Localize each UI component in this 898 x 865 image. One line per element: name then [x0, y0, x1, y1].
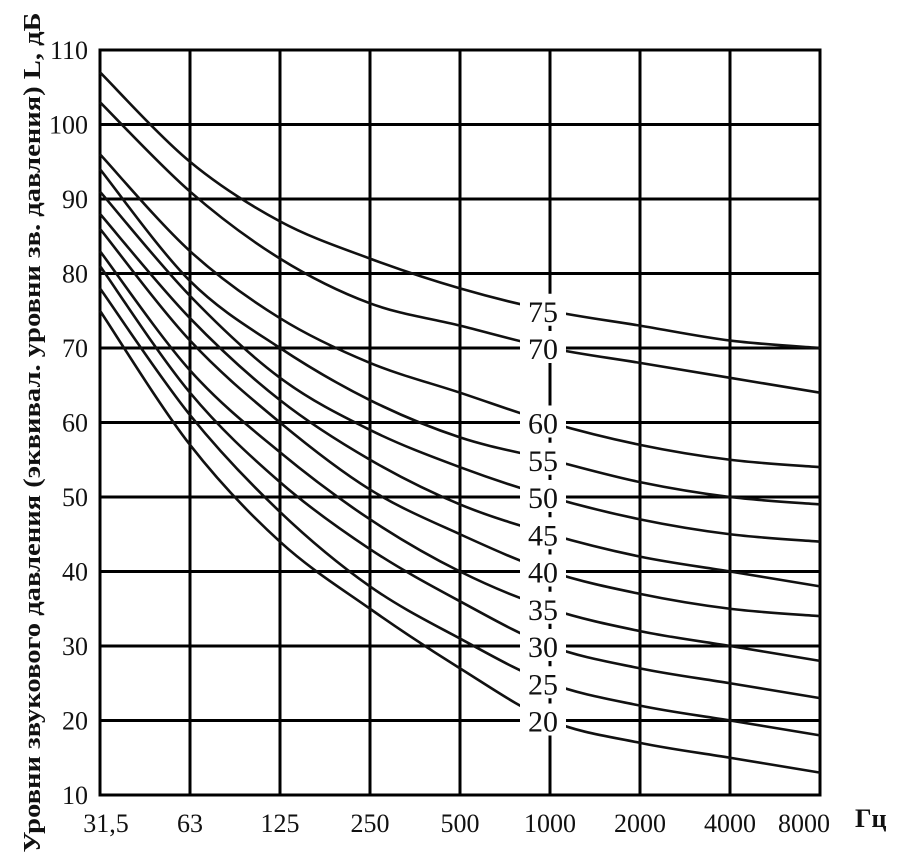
y-tick-label: 60 — [62, 409, 88, 438]
curve-45 — [99, 213, 821, 588]
x-axis-unit-label: Гц — [855, 804, 887, 833]
curve-label-bg — [520, 517, 566, 550]
x-tick-label: 125 — [261, 809, 300, 838]
y-tick-label: 80 — [62, 260, 88, 289]
curve-label-bg — [520, 591, 566, 624]
y-tick-label: 90 — [62, 185, 88, 214]
curve-label-25: 25 — [528, 668, 558, 701]
y-tick-label: 50 — [62, 483, 88, 512]
curve-label-bg — [520, 480, 566, 512]
curve-label-bg — [520, 331, 566, 363]
curve-label-20: 20 — [528, 706, 558, 739]
y-axis-label: Уровни звукового давления (эквивал. уров… — [20, 12, 46, 852]
y-tick-label: 40 — [62, 558, 88, 587]
x-tick-label: 2000 — [614, 809, 666, 838]
curve-25 — [98, 287, 821, 737]
curve-label-bg — [520, 293, 566, 326]
curve-label-40: 40 — [528, 557, 558, 590]
x-tick-label: 1000 — [524, 809, 576, 838]
plot-frame — [98, 48, 822, 797]
grid — [98, 48, 822, 797]
curves — [98, 71, 821, 774]
y-tick-label: 100 — [49, 111, 88, 140]
curve-20 — [98, 310, 821, 774]
curve-label-bg — [520, 629, 566, 661]
curve-label-30: 30 — [528, 631, 558, 664]
x-tick-label: 250 — [351, 809, 390, 838]
curve-label-45: 45 — [528, 519, 558, 552]
x-tick-label: 31,5 — [83, 809, 129, 838]
curve-labels: 75 70 60 55 50 45 40 35 30 25 20 — [520, 293, 566, 739]
x-tick-label: 8000 — [778, 809, 830, 838]
curve-label-70: 70 — [528, 333, 558, 366]
y-tick-label: 30 — [62, 632, 88, 661]
y-tick-label: 10 — [62, 781, 88, 810]
curve-label-50: 50 — [528, 482, 558, 515]
y-tick-label: 20 — [62, 707, 88, 736]
y-tick-labels: 10 20 30 40 50 60 70 80 90 100 110 — [49, 36, 88, 810]
curve-label-60: 60 — [528, 408, 558, 441]
curve-label-bg — [520, 703, 566, 736]
curve-40 — [98, 227, 821, 618]
curve-label-55: 55 — [528, 445, 558, 478]
x-tick-label: 63 — [177, 809, 203, 838]
curve-label-35: 35 — [528, 594, 558, 627]
curve-label-75: 75 — [528, 296, 558, 329]
curve-50 — [99, 190, 821, 543]
curve-60 — [99, 153, 821, 469]
x-tick-labels: 31,5 63 125 250 500 1000 2000 4000 8000 — [83, 809, 830, 838]
y-tick-label: 70 — [62, 334, 88, 363]
curve-label-bg — [520, 554, 566, 587]
curve-55 — [98, 168, 821, 506]
y-tick-label: 110 — [50, 36, 88, 65]
curve-75 — [99, 71, 821, 350]
curve-label-bg — [520, 666, 566, 699]
curve-35 — [98, 250, 821, 663]
curve-70 — [99, 101, 821, 394]
x-tick-label: 500 — [441, 809, 480, 838]
curve-label-bg — [520, 442, 566, 475]
x-tick-label: 4000 — [704, 809, 756, 838]
curve-30 — [98, 265, 821, 700]
curve-label-bg — [520, 405, 566, 438]
